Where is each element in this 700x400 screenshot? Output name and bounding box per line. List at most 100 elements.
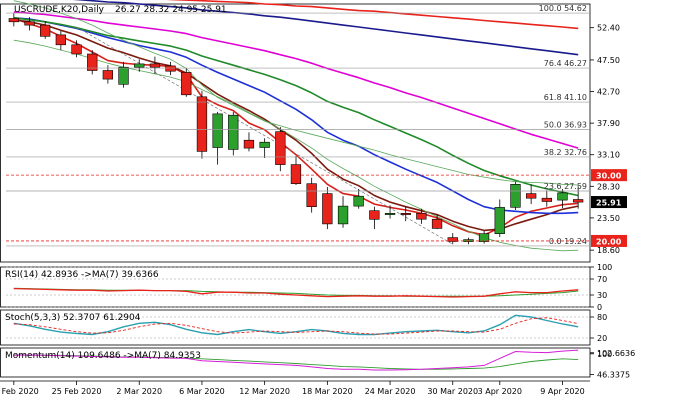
candle	[572, 186, 584, 209]
moving-average-line	[13, 17, 579, 197]
candle	[165, 61, 176, 76]
candle-body-down	[447, 237, 458, 242]
fib-level-label: 61.8 41.10	[544, 93, 587, 102]
date-tick-label: 19 Feb 2020	[0, 387, 39, 396]
price-tick-label: 42.70	[597, 88, 620, 97]
candle	[400, 206, 411, 222]
candle-body-up	[134, 63, 145, 68]
rsi-tick-label: 100	[597, 263, 612, 272]
candle-body-down	[275, 131, 286, 165]
price-tick-label: 33.10	[597, 151, 620, 160]
rsi-tick-label: 30	[597, 291, 607, 300]
candle	[87, 50, 98, 75]
candle-body-up	[228, 114, 239, 150]
candle-body-down	[196, 96, 208, 152]
candle-body-down	[149, 63, 161, 68]
candle	[431, 214, 443, 230]
candle	[134, 59, 145, 72]
moving-average-line	[166, 0, 579, 30]
candle-body-up	[353, 195, 364, 207]
price-marker-box	[591, 234, 627, 247]
candle-body-down	[306, 183, 317, 207]
candle	[494, 199, 505, 237]
candle-body-up	[557, 192, 568, 201]
candle-body-down	[541, 197, 552, 202]
price-marker-label: 20.00	[596, 237, 622, 246]
momentum-line	[13, 349, 579, 371]
panel-frame-main	[0, 3, 591, 263]
candle-body-down	[165, 65, 176, 72]
price-marker-label: 25.91	[596, 199, 622, 208]
rsi-tick-label: 70	[597, 275, 607, 284]
candle-body-down	[102, 70, 113, 80]
date-tick-label: 9 Apr 2020	[540, 387, 584, 396]
price-tick-label: 18.60	[597, 246, 620, 255]
price-tick-label: 47.50	[597, 56, 620, 65]
candle-body-down	[39, 24, 51, 37]
candle-body-down	[431, 218, 443, 229]
candle-body-down	[572, 199, 584, 203]
moving-average-line	[13, 19, 579, 232]
candle	[196, 90, 208, 159]
candle-body-up	[478, 233, 490, 242]
candle-body-up	[494, 207, 505, 234]
candle	[275, 127, 286, 172]
date-tick-label: 6 Mar 2020	[179, 387, 225, 396]
date-tick-label: 3 Apr 2020	[478, 387, 522, 396]
candle	[55, 30, 66, 51]
candle-body-up	[259, 141, 270, 148]
candle	[24, 17, 35, 31]
candle	[447, 233, 458, 245]
candle	[353, 188, 364, 209]
candle	[181, 68, 192, 97]
stoch-tick-label: 80	[597, 313, 607, 322]
candle	[525, 184, 537, 205]
candle-body-up	[337, 205, 349, 225]
candle	[541, 190, 552, 207]
candle-body-down	[24, 21, 35, 26]
candle-body-down	[243, 139, 255, 149]
fib-level-label: 50.0 36.93	[544, 121, 587, 130]
candle-body-down	[525, 193, 537, 199]
stoch-k-line	[13, 314, 579, 336]
date-tick-label: 2 Mar 2020	[116, 387, 162, 396]
candle	[71, 40, 82, 58]
candle-body-down	[55, 34, 66, 46]
momentum-tick-label: 102.6636	[597, 349, 635, 358]
candle-body-up	[118, 66, 129, 85]
panel-frame-stoch	[0, 309, 591, 346]
date-tick-label: 12 Mar 2020	[239, 387, 290, 396]
momentum-tick-label: 46.3375	[597, 371, 630, 380]
ohlc-readout: 26.27 28.32 24.95 25.91	[115, 5, 227, 15]
candle-body-down	[416, 213, 427, 220]
panel-frame-mom	[0, 347, 591, 378]
candle	[243, 132, 255, 152]
moving-average-line	[13, 17, 579, 215]
candle-body-down	[290, 164, 302, 185]
price-marker-box	[591, 196, 627, 209]
price-tick-label: 37.90	[597, 119, 620, 128]
candle	[228, 111, 239, 156]
candle	[337, 196, 349, 228]
candle	[322, 186, 333, 230]
candle-body-up	[212, 113, 223, 148]
stoch-tick-label: 20	[597, 334, 607, 343]
momentum-label: Momentum(14) 109.6486 ->MA(7) 84.9353	[5, 351, 201, 361]
candle	[8, 13, 19, 27]
candle	[416, 208, 427, 224]
candle	[259, 138, 270, 159]
candle-body-down	[181, 72, 192, 96]
candle-body-down	[8, 18, 19, 23]
stoch-label: Stoch(5,3,3) 52.3707 61.2904	[5, 313, 141, 323]
candle	[384, 205, 396, 219]
candle	[212, 111, 223, 165]
date-tick-label: 30 Mar 2020	[427, 387, 478, 396]
candle	[510, 181, 521, 211]
candle-body-up	[510, 184, 521, 208]
date-tick-label: 24 Mar 2020	[365, 387, 416, 396]
fib-level-label: 76.4 46.27	[544, 59, 587, 68]
fib-level-label: 23.6 27.59	[544, 182, 587, 191]
moving-average-line	[13, 0, 579, 186]
rsi-label: RSI(14) 42.8936 ->MA(7) 39.6366	[5, 270, 159, 280]
moving-average-line	[13, 11, 579, 149]
